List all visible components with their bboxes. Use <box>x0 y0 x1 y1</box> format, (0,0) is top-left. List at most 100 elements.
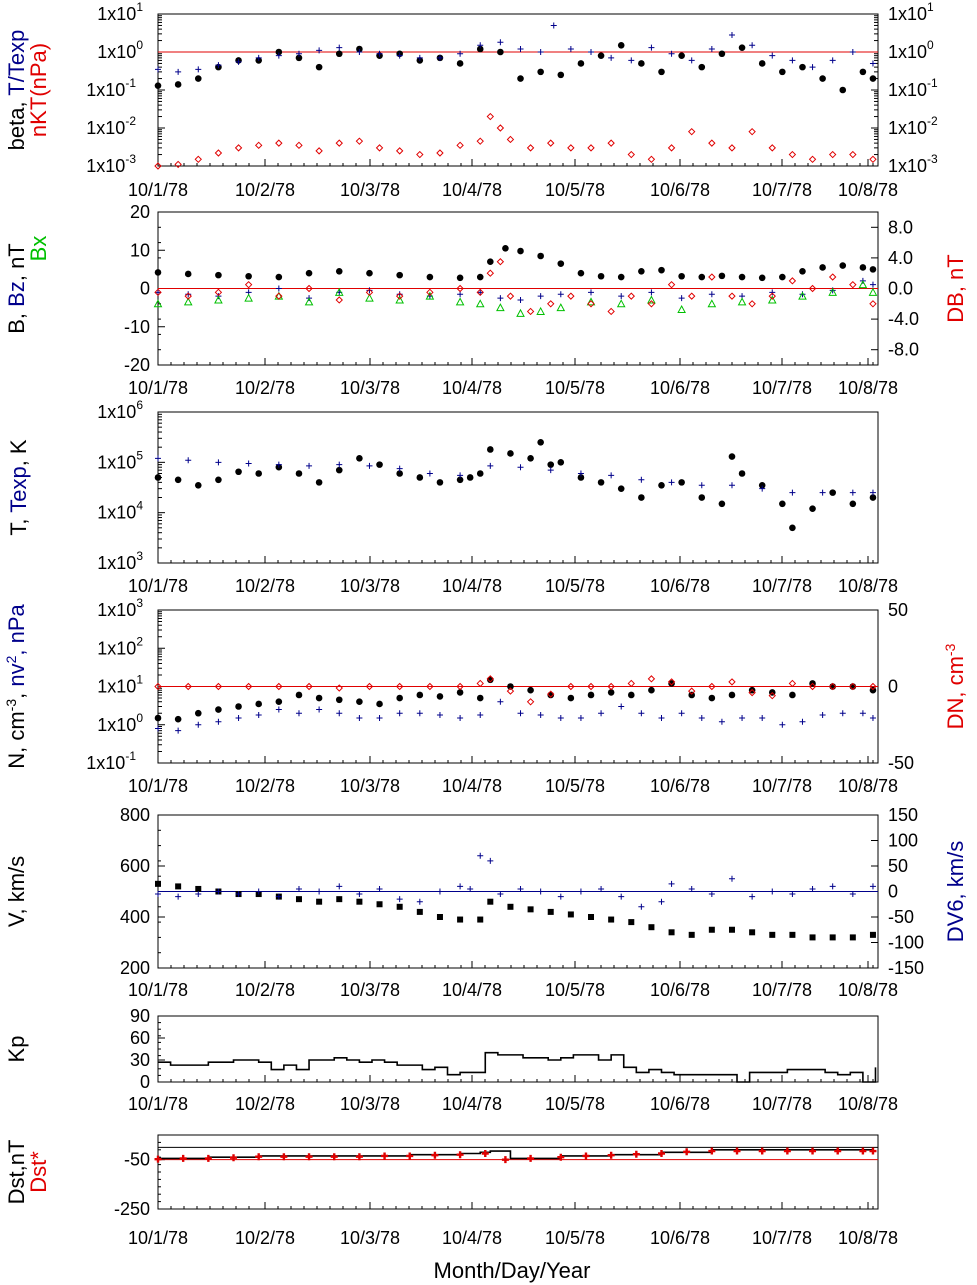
y2-tick-label: 0 <box>888 677 898 697</box>
point-N <box>668 680 675 687</box>
y-tick-label: 1x10-2 <box>86 114 136 138</box>
point-DB <box>456 284 464 293</box>
point-DB <box>869 300 877 308</box>
point-DB <box>275 292 283 300</box>
point-Bz <box>708 291 715 298</box>
point-T <box>738 470 746 477</box>
point-B <box>275 273 283 281</box>
point-B <box>597 272 605 280</box>
point-T/Texp <box>628 57 635 64</box>
point-V <box>789 931 796 938</box>
point-Texp <box>366 462 373 469</box>
y-tick-exponent: 1 <box>136 0 143 14</box>
point-DN <box>244 682 253 691</box>
point-nv2 <box>376 715 383 722</box>
point-nKT(nPa) <box>395 147 404 155</box>
x-tick-label: 10/8/78 <box>838 576 898 596</box>
point-T <box>638 494 645 501</box>
point-V <box>175 883 182 890</box>
point-V <box>155 880 161 887</box>
y2-tick-exponent: 0 <box>927 38 934 52</box>
point-beta <box>517 75 524 82</box>
point-nKT(nPa) <box>234 144 243 152</box>
y-tick-exponent: -1 <box>125 76 136 90</box>
point-T/Texp <box>436 54 443 61</box>
y-tick-label: 0 <box>140 279 150 299</box>
point-DB <box>647 300 656 308</box>
point-T <box>356 455 363 462</box>
point-Bz <box>678 295 685 302</box>
point-beta <box>678 52 685 59</box>
x-tick-label: 10/5/78 <box>545 1094 605 1114</box>
y2-tick-label: -150 <box>888 958 924 978</box>
y-axis-label-part: , nPa <box>4 603 29 655</box>
point-DB <box>496 258 505 266</box>
point-nv2 <box>618 703 625 710</box>
point-Bx <box>868 287 878 296</box>
point-nKT(nPa) <box>174 160 182 169</box>
point-Dst* <box>355 1153 363 1161</box>
point-B <box>678 272 685 280</box>
y2-tick-label: 8.0 <box>888 217 913 237</box>
y2-tick-label: -8.0 <box>888 340 919 360</box>
x-tick-label: 10/7/78 <box>752 980 812 1000</box>
point-Dst* <box>481 1150 489 1157</box>
y-tick-label: 1x10-3 <box>86 152 136 176</box>
y2-tick-label: 50 <box>888 600 908 620</box>
point-Bx <box>183 297 193 306</box>
point-nKT(nPa) <box>547 139 555 147</box>
x-tick-label: 10/4/78 <box>442 378 502 398</box>
point-N <box>708 694 716 702</box>
point-nKT(nPa) <box>869 155 877 164</box>
y-tick-exponent: 1 <box>136 673 143 687</box>
point-B <box>819 264 826 271</box>
point-nv2 <box>779 721 786 728</box>
y-axis-label-part: -3 <box>3 699 19 712</box>
point-nKT(nPa) <box>788 150 797 159</box>
point-T <box>315 479 323 486</box>
point-nv2 <box>517 710 524 717</box>
point-nv2 <box>336 710 343 717</box>
point-DB <box>567 292 575 300</box>
point-T/Texp <box>215 62 222 69</box>
point-Dst* <box>230 1154 238 1162</box>
point-N <box>607 689 615 696</box>
y-tick-label: 90 <box>130 1006 150 1026</box>
point-DV6 <box>436 888 443 895</box>
point-B <box>859 264 867 271</box>
x-tick-label: 10/8/78 <box>838 980 898 1000</box>
point-V <box>769 931 776 938</box>
point-T <box>678 479 685 486</box>
point-beta <box>597 52 605 59</box>
point-Texp <box>547 467 554 474</box>
point-DB <box>687 292 696 300</box>
point-DB <box>184 292 192 300</box>
x-tick-label: 10/6/78 <box>650 776 710 796</box>
y2-tick-label: -4.0 <box>888 309 919 329</box>
point-Bx <box>556 303 566 312</box>
point-DV6 <box>396 896 403 903</box>
y-axis-label-part: 2 <box>3 655 19 663</box>
point-B <box>557 260 565 267</box>
point-Dst* <box>834 1147 842 1155</box>
point-T/Texp <box>728 32 735 39</box>
x-tick-label: 10/8/78 <box>838 1228 898 1248</box>
point-DV6 <box>497 891 504 898</box>
y-tick-label: 1x10-1 <box>86 76 136 100</box>
point-Texp <box>245 460 252 467</box>
x-tick-label: 10/3/78 <box>340 776 400 796</box>
point-Bx <box>425 291 435 300</box>
point-nv2 <box>759 715 766 722</box>
point-DB <box>748 300 756 308</box>
x-tick-label: 10/4/78 <box>442 776 502 796</box>
point-nv2 <box>678 710 685 717</box>
y-tick-label: 600 <box>120 856 150 876</box>
point-Dst* <box>632 1150 640 1158</box>
point-V <box>749 929 756 936</box>
x-tick-label: 10/2/78 <box>235 1228 295 1248</box>
point-T/Texp <box>376 50 383 57</box>
point-nKT(nPa) <box>607 139 615 147</box>
point-V <box>648 924 655 931</box>
point-nv2 <box>457 715 464 722</box>
point-DV6 <box>618 893 625 900</box>
